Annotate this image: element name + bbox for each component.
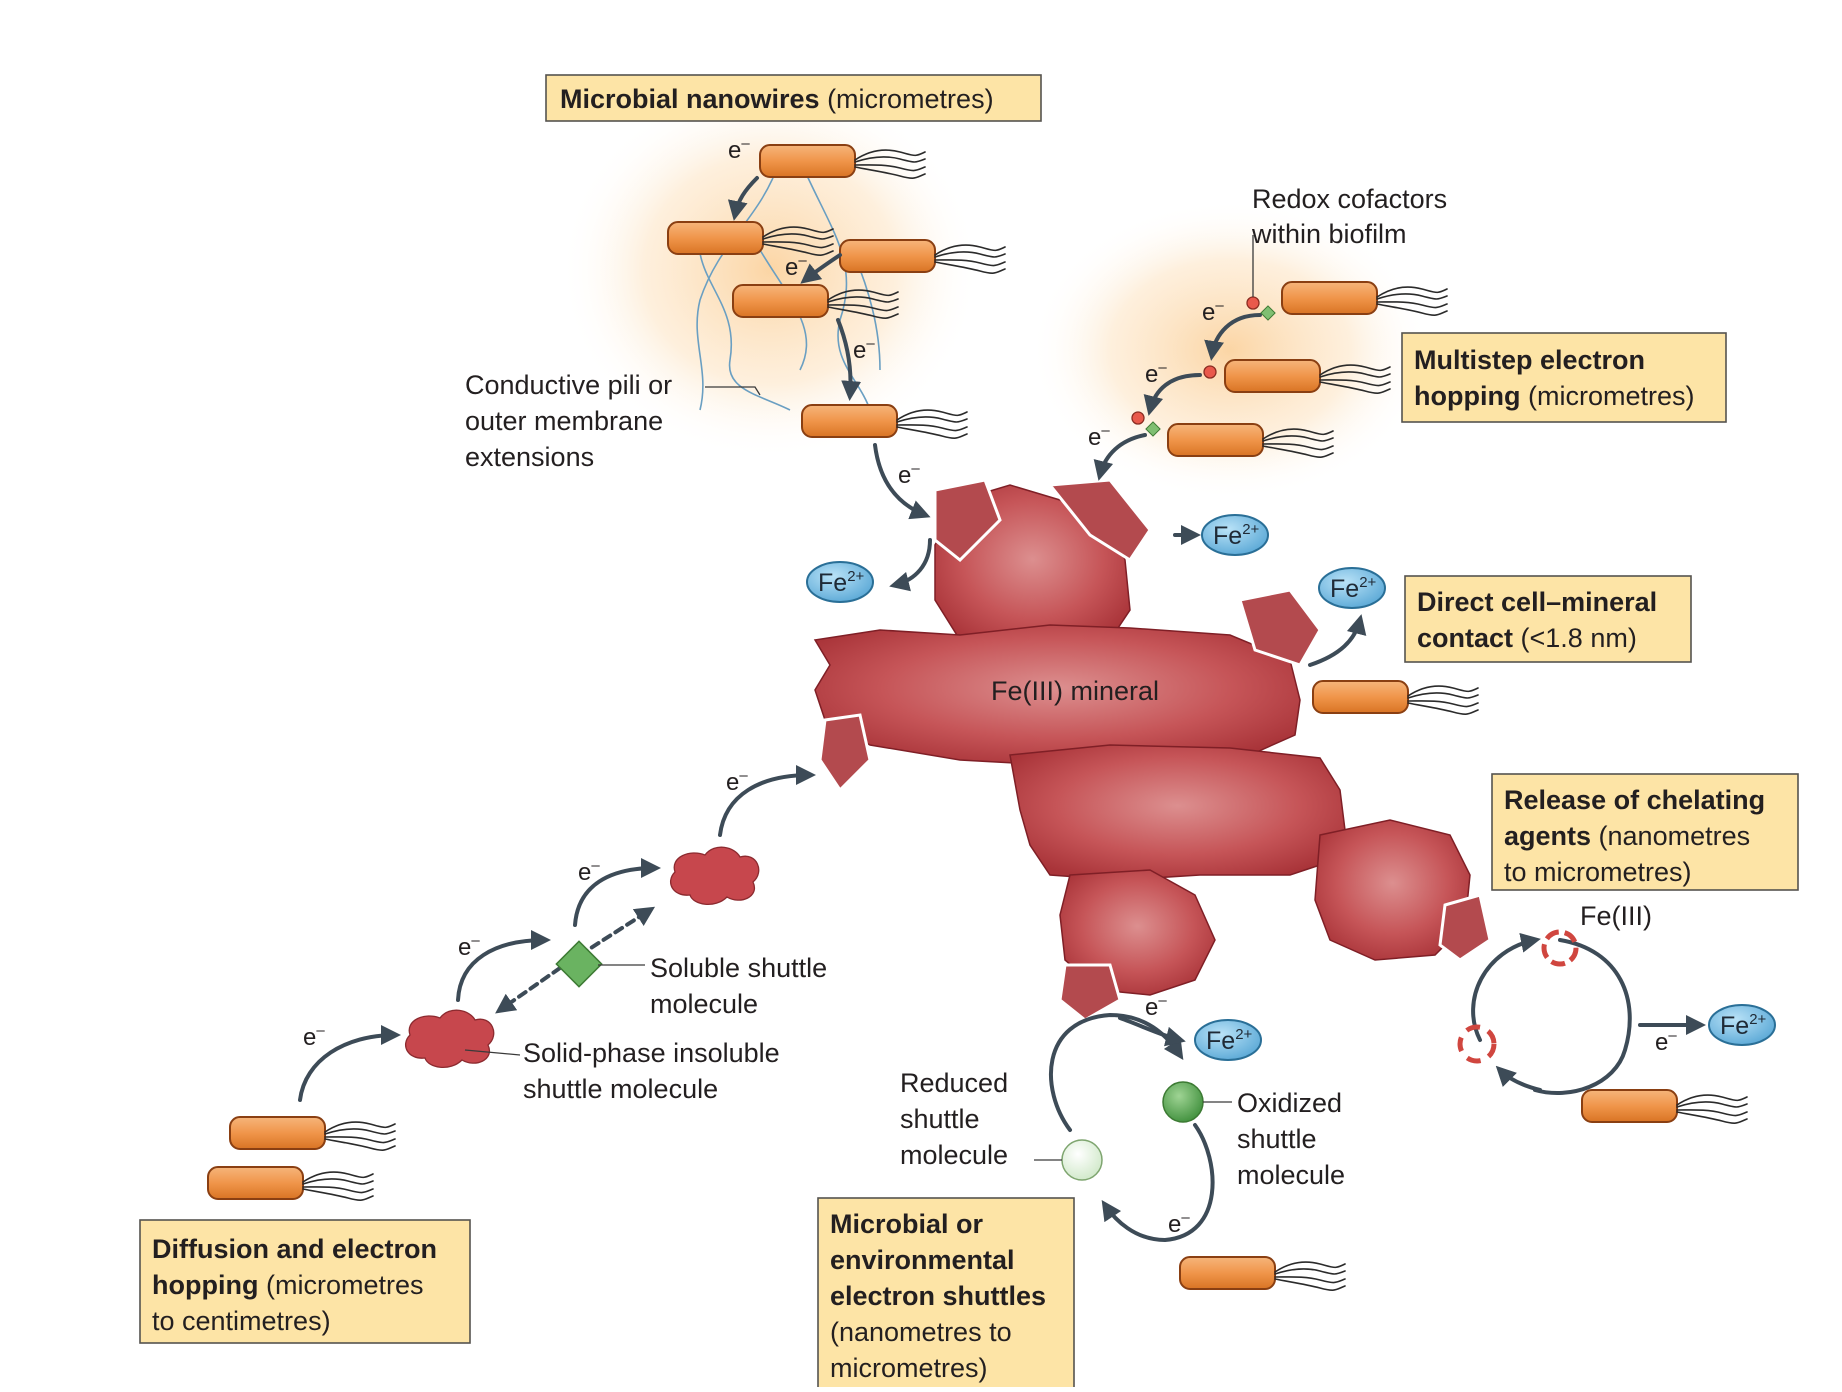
svg-text:hopping (micrometres): hopping (micrometres) bbox=[1414, 381, 1694, 411]
svg-text:e–: e– bbox=[1168, 1209, 1190, 1238]
svg-text:e–: e– bbox=[1202, 297, 1224, 326]
nanowire-glow bbox=[560, 80, 980, 460]
title-box-diffusion: Diffusion and electron hopping (micromet… bbox=[139, 1219, 471, 1344]
svg-text:shuttle: shuttle bbox=[1237, 1124, 1317, 1154]
diffusion-cell-1 bbox=[229, 1116, 326, 1150]
biofilm-cell-2 bbox=[1224, 359, 1321, 393]
svg-text:e–: e– bbox=[728, 135, 750, 164]
svg-text:Reduced: Reduced bbox=[900, 1068, 1008, 1098]
svg-text:e–: e– bbox=[898, 460, 920, 489]
annotations: Redox cofactors within biofilm Conductiv… bbox=[465, 184, 1652, 1190]
svg-text:molecule: molecule bbox=[1237, 1160, 1345, 1190]
nanowire-cell-1 bbox=[759, 144, 856, 178]
biofilm-cell-3 bbox=[1167, 423, 1264, 457]
fe2-ion-shuttle: Fe2+ bbox=[1194, 1019, 1262, 1061]
nanowire-cell-3 bbox=[839, 239, 936, 273]
svg-text:e–: e– bbox=[578, 857, 600, 886]
svg-text:Fe2+: Fe2+ bbox=[1213, 521, 1260, 550]
svg-text:electron shuttles: electron shuttles bbox=[830, 1281, 1046, 1311]
svg-text:e–: e– bbox=[853, 335, 875, 364]
svg-text:Multistep electron: Multistep electron bbox=[1414, 345, 1645, 375]
svg-text:Fe2+: Fe2+ bbox=[818, 568, 865, 597]
svg-text:Fe2+: Fe2+ bbox=[1720, 1011, 1767, 1040]
redox-cofactors bbox=[1131, 296, 1276, 437]
title-box-direct: Direct cell–mineral contact (<1.8 nm) bbox=[1404, 575, 1692, 663]
svg-text:Microbial or: Microbial or bbox=[830, 1209, 984, 1239]
nanowire-cell-2 bbox=[667, 221, 764, 255]
shuttle-cell bbox=[1179, 1256, 1276, 1290]
svg-text:Redox cofactors: Redox cofactors bbox=[1252, 184, 1447, 214]
svg-text:Oxidized: Oxidized bbox=[1237, 1088, 1342, 1118]
chelator-open bbox=[1457, 1024, 1497, 1064]
biofilm-cell-1 bbox=[1281, 281, 1378, 315]
svg-text:extensions: extensions bbox=[465, 442, 594, 472]
svg-text:e–: e– bbox=[1145, 359, 1167, 388]
mineral-lower-slab bbox=[1009, 744, 1346, 881]
svg-text:e–: e– bbox=[303, 1022, 325, 1051]
direct-contact-cell bbox=[1312, 680, 1409, 714]
bacteria bbox=[207, 144, 1748, 1291]
fe2-ions: Fe2+ Fe2+ Fe2+ Fe2+ Fe2+ bbox=[806, 514, 1776, 1061]
svg-text:shuttle: shuttle bbox=[900, 1104, 980, 1134]
fe3-mineral: Fe(III) mineral bbox=[813, 478, 1492, 1022]
svg-text:hopping (micrometres: hopping (micrometres bbox=[152, 1270, 423, 1300]
svg-text:e–: e– bbox=[726, 767, 748, 796]
fe2-ion-chelating: Fe2+ bbox=[1708, 1004, 1776, 1046]
nanowire-cell-4 bbox=[732, 284, 829, 318]
fe2-ion-direct: Fe2+ bbox=[1318, 567, 1386, 609]
leader-lines bbox=[464, 235, 1254, 1161]
svg-text:Diffusion and electron: Diffusion and electron bbox=[152, 1234, 437, 1264]
svg-text:within biofilm: within biofilm bbox=[1251, 219, 1407, 249]
electron-labels: e– e– e– e– e– e– e– e– e– e– e– e– e– e… bbox=[303, 135, 1677, 1238]
svg-text:to micrometres): to micrometres) bbox=[1504, 857, 1692, 887]
title-box-shuttles: Microbial or environmental electron shut… bbox=[817, 1197, 1075, 1389]
soluble-shuttle-diamond bbox=[555, 940, 603, 988]
chelated-fe3 bbox=[1541, 929, 1579, 967]
reduced-shuttle bbox=[1061, 1139, 1103, 1181]
mineral-main-slab bbox=[813, 624, 1301, 766]
svg-text:molecule: molecule bbox=[650, 989, 758, 1019]
svg-text:e–: e– bbox=[785, 252, 807, 281]
svg-text:Soluble shuttle: Soluble shuttle bbox=[650, 953, 827, 983]
svg-text:Microbial nanowires (micrometr: Microbial nanowires (micrometres) bbox=[560, 84, 994, 114]
svg-text:e–: e– bbox=[1655, 1027, 1677, 1056]
svg-text:Solid-phase insoluble: Solid-phase insoluble bbox=[523, 1038, 780, 1068]
svg-text:e–: e– bbox=[458, 932, 480, 961]
biofilm-glow bbox=[1030, 200, 1430, 500]
oxidized-shuttle bbox=[1162, 1081, 1204, 1123]
title-box-chelating: Release of chelating agents (nanometres … bbox=[1491, 773, 1799, 891]
svg-text:agents (nanometres: agents (nanometres bbox=[1504, 821, 1750, 851]
mineral-label: Fe(III) mineral bbox=[991, 676, 1159, 706]
solid-shuttle-blob-2 bbox=[670, 846, 760, 905]
svg-text:to centimetres): to centimetres) bbox=[152, 1306, 331, 1336]
svg-text:e–: e– bbox=[1088, 422, 1110, 451]
svg-text:Direct cell–mineral: Direct cell–mineral bbox=[1417, 587, 1657, 617]
svg-text:Fe(III): Fe(III) bbox=[1580, 901, 1652, 931]
solid-shuttle-blob-1 bbox=[405, 1009, 495, 1068]
svg-text:shuttle molecule: shuttle molecule bbox=[523, 1074, 718, 1104]
diffusion-cell-2 bbox=[207, 1166, 304, 1200]
chelating-cell bbox=[1581, 1089, 1678, 1123]
title-box-nanowires: Microbial nanowires (micrometres) bbox=[545, 74, 1042, 122]
fe2-ion-left: Fe2+ bbox=[806, 561, 874, 603]
svg-text:Fe2+: Fe2+ bbox=[1206, 1026, 1253, 1055]
title-box-multistep: Multistep electron hopping (micrometres) bbox=[1401, 332, 1727, 423]
fe2-ion-top: Fe2+ bbox=[1201, 514, 1269, 556]
svg-text:(nanometres to: (nanometres to bbox=[830, 1317, 1012, 1347]
svg-text:outer membrane: outer membrane bbox=[465, 406, 663, 436]
svg-text:Fe2+: Fe2+ bbox=[1330, 574, 1377, 603]
svg-text:molecule: molecule bbox=[900, 1140, 1008, 1170]
svg-text:micrometres): micrometres) bbox=[830, 1353, 988, 1383]
svg-text:contact (<1.8 nm): contact (<1.8 nm) bbox=[1417, 623, 1637, 653]
svg-text:e–: e– bbox=[1145, 992, 1167, 1021]
svg-text:Release of chelating: Release of chelating bbox=[1504, 785, 1765, 815]
nanowire-cell-5 bbox=[801, 404, 898, 438]
svg-text:Conductive pili or: Conductive pili or bbox=[465, 370, 672, 400]
svg-text:environmental: environmental bbox=[830, 1245, 1015, 1275]
shuttle-molecules bbox=[405, 846, 1579, 1181]
